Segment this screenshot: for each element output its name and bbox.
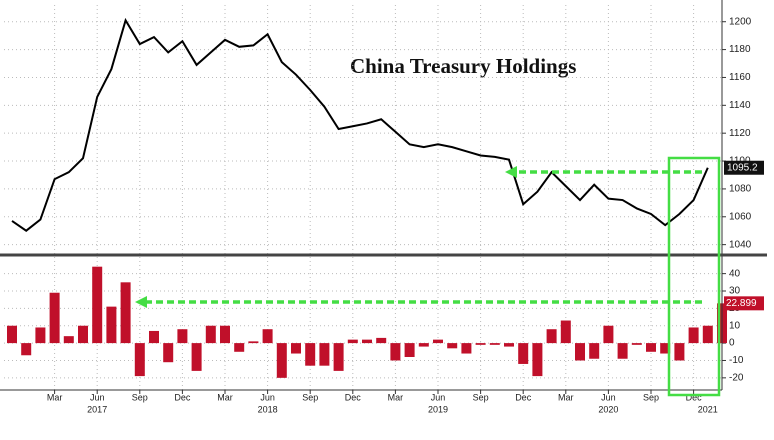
- x-tick-label: Sep: [132, 392, 148, 402]
- x-tick-label: Sep: [302, 392, 318, 402]
- bar: [177, 329, 188, 344]
- y-tick-label: 1060: [729, 211, 752, 222]
- y-tick-label: 10: [729, 320, 741, 331]
- bar: [475, 343, 486, 345]
- bar: [305, 343, 316, 366]
- bar: [631, 343, 642, 345]
- bar: [603, 325, 614, 344]
- bar: [191, 343, 202, 371]
- bar: [660, 343, 671, 354]
- bar: [319, 343, 330, 366]
- bar: [504, 343, 514, 347]
- y-tick-label: 1180: [729, 44, 751, 55]
- x-tick-label: Mar: [47, 392, 63, 402]
- bar: [63, 336, 74, 344]
- y-tick-label: 40: [729, 268, 741, 279]
- arrow-head: [135, 296, 147, 308]
- year-label: 2021: [698, 404, 718, 414]
- bar: [134, 343, 145, 377]
- year-label: 2017: [87, 404, 107, 414]
- year-label: 2019: [428, 404, 448, 414]
- bar: [234, 343, 245, 352]
- bar: [149, 330, 159, 344]
- bar: [333, 343, 344, 371]
- bar: [575, 343, 585, 361]
- last-value-tag: [724, 296, 764, 311]
- bar: [646, 343, 656, 352]
- y-tick-label: 1160: [729, 72, 751, 83]
- bar: [518, 343, 529, 364]
- x-tick-label: Mar: [558, 392, 574, 402]
- bar: [418, 343, 429, 347]
- bar: [78, 325, 88, 344]
- bar: [276, 343, 287, 378]
- bar: [92, 266, 103, 344]
- bar: [262, 329, 273, 344]
- bar: [291, 343, 301, 354]
- bar: [220, 325, 230, 344]
- y-tick-label: 1080: [729, 184, 752, 195]
- y-tick-label: 30: [729, 286, 741, 297]
- last-value-label: 22.899: [726, 298, 757, 309]
- x-tick-label: Jun: [90, 392, 105, 402]
- bar: [702, 325, 713, 344]
- highlight-box: [667, 156, 721, 397]
- bar: [49, 292, 60, 344]
- y-tick-label: 1120: [729, 128, 751, 139]
- bar: [688, 327, 699, 344]
- x-tick-label: Jun: [601, 392, 616, 402]
- bar: [106, 306, 117, 344]
- y-tick-label: 1040: [729, 239, 752, 250]
- y-tick-label: 1200: [729, 16, 752, 27]
- bar: [433, 339, 443, 344]
- y-tick-label: -10: [729, 355, 744, 366]
- y-tick-label: 1140: [729, 100, 751, 111]
- bar: [617, 343, 628, 359]
- bar: [461, 343, 472, 354]
- arrow-head: [505, 166, 517, 178]
- x-tick-label: Mar: [217, 392, 233, 402]
- bar: [163, 343, 174, 363]
- x-tick-label: Mar: [388, 392, 404, 402]
- chart-title: China Treasury Holdings: [350, 54, 576, 78]
- bar: [404, 343, 415, 357]
- bar: [589, 343, 600, 359]
- bar: [376, 337, 387, 344]
- x-tick-label: Sep: [643, 392, 659, 402]
- year-label: 2020: [598, 404, 618, 414]
- bar: [390, 343, 401, 361]
- bar: [120, 282, 131, 344]
- bar: [560, 320, 571, 344]
- bar: [674, 343, 685, 361]
- y-tick-label: 0: [729, 338, 735, 349]
- x-tick-label: Dec: [686, 392, 703, 402]
- last-value-tag: [724, 160, 764, 175]
- x-tick-label: Dec: [515, 392, 532, 402]
- bar: [347, 339, 358, 344]
- x-tick-label: Dec: [345, 392, 362, 402]
- bar: [447, 343, 458, 349]
- bar: [362, 339, 372, 344]
- bar: [532, 343, 543, 377]
- bar: [248, 341, 259, 344]
- bar: [546, 329, 557, 344]
- x-tick-label: Jun: [431, 392, 446, 402]
- bar: [7, 325, 17, 344]
- line-series: [11, 17, 709, 232]
- x-tick-label: Jun: [260, 392, 275, 402]
- bar: [21, 343, 32, 356]
- x-tick-label: Sep: [473, 392, 489, 402]
- bar: [35, 327, 46, 344]
- bar: [489, 343, 500, 345]
- y-tick-label: -20: [729, 372, 744, 383]
- bar: [205, 325, 216, 344]
- last-value-label: 1095.2: [727, 162, 758, 173]
- year-label: 2018: [258, 404, 278, 414]
- x-tick-label: Dec: [174, 392, 191, 402]
